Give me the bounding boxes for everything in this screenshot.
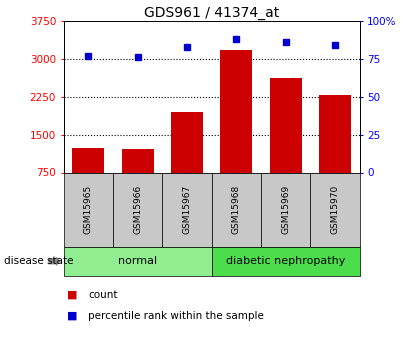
- Text: GSM15967: GSM15967: [182, 185, 192, 234]
- Text: GSM15970: GSM15970: [330, 185, 339, 234]
- Text: disease state: disease state: [4, 256, 74, 266]
- Text: GSM15965: GSM15965: [84, 185, 93, 234]
- Bar: [122, 149, 154, 172]
- Text: ■: ■: [67, 311, 77, 321]
- Bar: [171, 112, 203, 172]
- Bar: [220, 50, 252, 172]
- Text: percentile rank within the sample: percentile rank within the sample: [88, 311, 264, 321]
- Bar: [270, 78, 302, 172]
- Text: count: count: [88, 290, 118, 300]
- Title: GDS961 / 41374_at: GDS961 / 41374_at: [144, 6, 279, 20]
- Text: ■: ■: [67, 290, 77, 300]
- Text: GSM15969: GSM15969: [281, 185, 290, 234]
- Text: GSM15968: GSM15968: [232, 185, 241, 234]
- Text: GSM15966: GSM15966: [133, 185, 142, 234]
- Bar: [319, 95, 351, 172]
- Bar: [72, 148, 104, 172]
- Text: normal: normal: [118, 256, 157, 266]
- Text: diabetic nephropathy: diabetic nephropathy: [226, 256, 345, 266]
